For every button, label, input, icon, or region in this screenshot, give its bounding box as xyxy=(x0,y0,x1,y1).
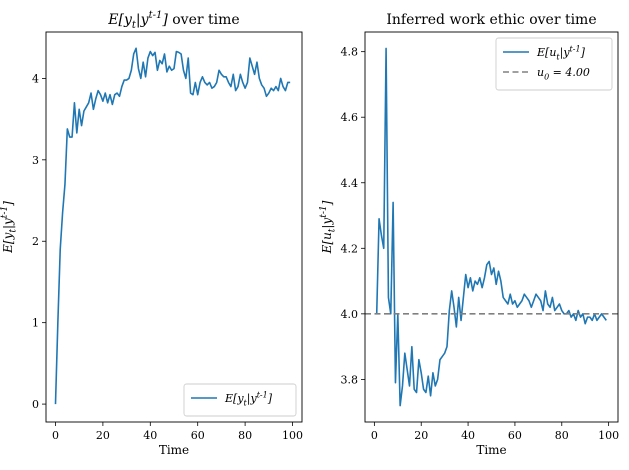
y-tick-label: 4 xyxy=(32,72,39,85)
x-tick-label: 60 xyxy=(191,429,205,442)
y-tick-label: 1 xyxy=(32,317,39,330)
legend-box xyxy=(495,37,613,91)
legend-label: E[yt​|yt-1​] xyxy=(224,390,273,407)
series-line xyxy=(54,47,291,405)
x-tick-label: 80 xyxy=(555,429,569,442)
y-axis-label: E[yt​|yt-1​] xyxy=(0,201,19,254)
y-tick-label: 3 xyxy=(32,154,39,167)
panel-1: 0 20 40 60 80 100 0 1 2 3 4 E[yt​|yt-1​] over time T… xyxy=(0,10,303,457)
legend-label: E[ut​|yt-1​] xyxy=(536,44,586,61)
x-tick-label: 100 xyxy=(598,429,619,442)
x-axis-label: Time xyxy=(159,443,189,457)
panel-2: 0 20 40 60 80 100 3.8 4.0 4.2 4.4 4.6 4.8 Inferred w… xyxy=(319,12,619,457)
y-tick-label: 4.6 xyxy=(341,111,359,124)
y-tick-label: 4.2 xyxy=(341,242,359,255)
panel-title: E[yt​|yt-1​] over time xyxy=(107,10,239,31)
y-tick-label: 4.0 xyxy=(341,308,359,321)
x-tick-label: 40 xyxy=(143,429,157,442)
y-tick-label: 4.4 xyxy=(341,177,359,190)
y-tick-label: 3.8 xyxy=(341,373,359,386)
panel-title: Inferred work ethic over time xyxy=(386,12,596,28)
x-tick-label: 100 xyxy=(282,429,303,442)
x-tick-label: 0 xyxy=(52,429,59,442)
legend-label: u0​ = 4.00 xyxy=(537,66,590,81)
y-tick-label: 0 xyxy=(32,398,39,411)
axes-frame xyxy=(45,31,303,423)
x-axis-label: Time xyxy=(476,443,506,457)
series-line xyxy=(375,47,607,407)
y-tick-label: 2 xyxy=(32,235,39,248)
x-tick-label: 20 xyxy=(414,429,428,442)
x-tick-label: 80 xyxy=(238,429,252,442)
y-tick-label: 4.8 xyxy=(341,46,359,59)
legend-box xyxy=(183,383,297,417)
axes-frame xyxy=(364,31,619,423)
x-tick-label: 40 xyxy=(461,429,475,442)
y-axis-label: E[ut​|yt-1​] xyxy=(319,200,338,254)
x-tick-label: 0 xyxy=(371,429,378,442)
x-tick-label: 60 xyxy=(508,429,522,442)
legend: E[yt​|yt-1​] xyxy=(183,383,297,417)
legend: E[ut​|yt-1​] u0​ = 4.00 xyxy=(495,37,613,91)
x-tick-label: 20 xyxy=(96,429,110,442)
